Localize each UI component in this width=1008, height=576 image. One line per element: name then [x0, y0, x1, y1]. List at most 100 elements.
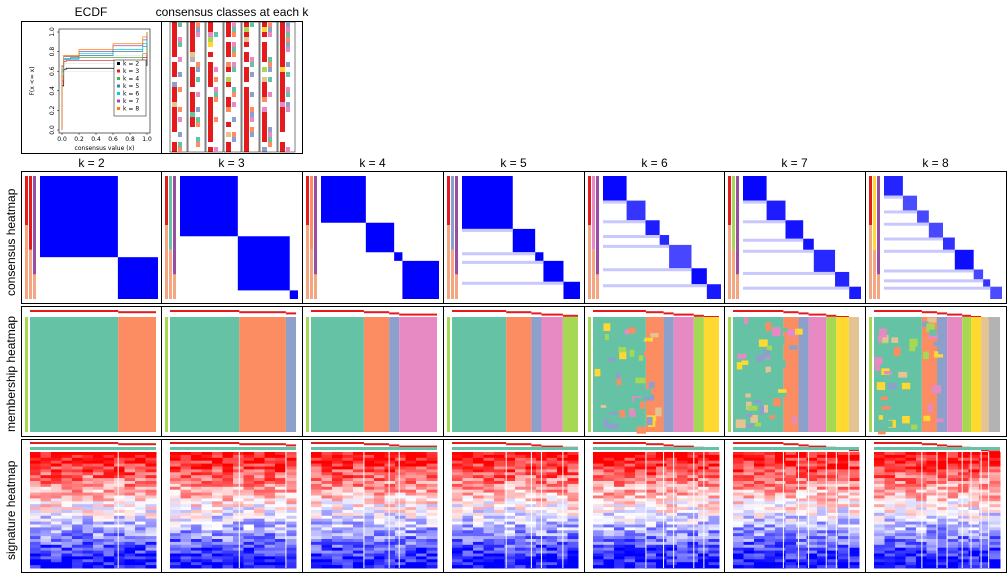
consensus-offdiag [603, 220, 646, 224]
class-cell [262, 117, 267, 122]
signature-cell [51, 498, 62, 502]
class-cell [244, 62, 249, 67]
signature-cell [515, 492, 526, 496]
signature-cell [384, 498, 396, 502]
signature-cell [201, 483, 213, 488]
signature-cell [895, 550, 906, 554]
signature-cell [614, 466, 625, 470]
signature-cell [785, 536, 797, 540]
membership-cell [635, 377, 646, 384]
membership-cell [634, 397, 643, 403]
signature-cell [426, 553, 438, 557]
signature-cell [180, 472, 192, 476]
signature-cell [82, 452, 94, 456]
membership-annotation [798, 312, 809, 315]
signature-cell [645, 518, 657, 523]
signature-cell [567, 457, 579, 462]
membership-cell [909, 344, 916, 352]
signature-cell [170, 501, 181, 505]
signature-cell [494, 524, 505, 528]
signature-cell [614, 536, 625, 540]
signature-cell [275, 454, 286, 459]
signature-cell [677, 518, 688, 523]
signature-cell [905, 507, 917, 511]
signature-cell [353, 472, 364, 476]
signature-cell [567, 507, 579, 511]
signature-cell [114, 541, 125, 546]
signature-cell [785, 469, 797, 473]
signature-cell [546, 489, 558, 494]
signature-cell [254, 457, 265, 462]
signature-cell [775, 489, 786, 494]
signature-cell [212, 463, 223, 467]
signature-cell [233, 530, 244, 534]
class-cell [262, 87, 267, 92]
class-cell [226, 127, 231, 132]
signature-cell [593, 501, 604, 505]
class-cell [172, 77, 177, 82]
signature-cell [212, 495, 223, 499]
signature-cell [395, 481, 406, 485]
signature-cell [515, 533, 526, 537]
signature-cell [275, 547, 286, 552]
signature-cell [311, 475, 322, 479]
signature-cell [635, 524, 646, 528]
signature-cell [61, 478, 73, 482]
signature-cell [785, 489, 797, 494]
signature-cell [212, 553, 223, 557]
signature-cell [243, 515, 255, 520]
signature-cell [937, 492, 948, 496]
signature-cell [937, 553, 948, 557]
signature-cell [93, 536, 104, 540]
signature-cell [874, 501, 885, 505]
signature-cell [483, 524, 495, 528]
signature-cell [515, 495, 526, 499]
signature-cell [635, 501, 646, 505]
signature-cell [114, 524, 125, 528]
signature-cell [264, 483, 276, 488]
class-cell [208, 132, 213, 137]
signature-cell [40, 512, 52, 517]
membership-cell [608, 423, 619, 430]
signature-cell [452, 463, 463, 467]
signature-cell [743, 510, 755, 514]
membership-cell [878, 415, 884, 420]
signature-cell [504, 547, 516, 552]
signature-cell [321, 463, 333, 467]
signature-cell [764, 559, 776, 563]
class-cell [244, 52, 249, 57]
signature-cell [416, 518, 427, 523]
signature-cell [170, 527, 181, 531]
signature-cell [473, 547, 484, 552]
signature-cell [342, 501, 354, 505]
signature-cell [61, 556, 73, 560]
signature-cell [989, 460, 1001, 465]
signature-cell [191, 539, 202, 543]
signature-cell [30, 483, 41, 488]
signature-cell [145, 454, 157, 459]
signature-cell [958, 512, 969, 517]
signature-cell [989, 452, 1001, 456]
signature-annotation [645, 443, 664, 446]
membership-cell [773, 398, 781, 407]
signature-cell [342, 507, 354, 511]
consensus-block [884, 176, 903, 196]
class-cell [190, 72, 195, 77]
signature-cell [905, 524, 917, 528]
signature-cell [546, 457, 558, 462]
signature-cell [51, 475, 62, 479]
signature-cell [243, 533, 255, 537]
signature-cell [817, 536, 828, 540]
class-cell [250, 107, 254, 112]
signature-cell [785, 495, 797, 499]
signature-cell [504, 454, 516, 459]
signature-cell [635, 463, 646, 467]
signature-cell [785, 466, 797, 470]
signature-cell [947, 460, 959, 465]
signature-cell [968, 527, 980, 531]
signature-cell [82, 553, 94, 557]
signature-annotation [541, 445, 563, 448]
signature-cell [708, 472, 720, 476]
signature-cell [874, 489, 885, 494]
signature-cell [416, 541, 427, 546]
